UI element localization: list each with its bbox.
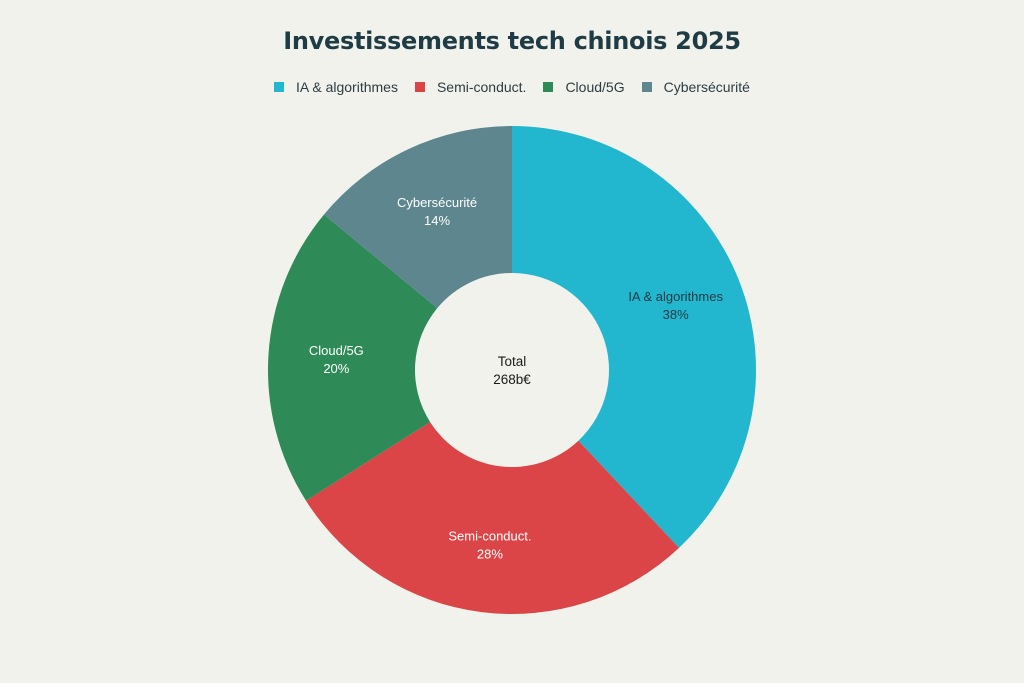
slice-label-semiconductors: Semi-conduct. [448, 529, 531, 544]
legend-item-semiconductors: Semi-conduct. [414, 79, 527, 95]
legend-swatch-ia [274, 82, 285, 92]
donut-slices [267, 125, 756, 614]
legend-item-cloud: Cloud/5G [543, 79, 625, 95]
slice-value-semiconductors: 28% [477, 547, 503, 562]
slice-value-ia: 38% [663, 307, 689, 322]
center-total-value: 268b€ [493, 372, 531, 387]
chart-legend: IA & algorithmes Semi-conduct. Cloud/5G … [0, 79, 1024, 95]
slice-cloud [267, 214, 438, 501]
donut-slice-labels: IA & algorithmes 38% Semi-conduct. 28% Cloud… [309, 195, 724, 562]
legend-item-cybersecurity: Cybersécurité [641, 79, 750, 95]
slice-ia [512, 126, 756, 548]
slice-label-cloud: Cloud/5G [309, 343, 364, 358]
legend-label-semiconductors: Semi-conduct. [436, 79, 527, 95]
center-total-label: Total [498, 354, 527, 369]
slice-value-cloud: 20% [323, 361, 349, 376]
legend-label-ia: IA & algorithmes [296, 79, 398, 95]
slice-semiconductors [305, 421, 680, 614]
legend-swatch-cloud [543, 82, 554, 92]
legend-item-ia: IA & algorithmes [274, 79, 398, 95]
chart-title: Investissements tech chinois 2025 [283, 27, 741, 55]
legend-label-cloud: Cloud/5G [565, 79, 625, 95]
slice-label-cybersecurity: Cybersécurité [397, 195, 477, 210]
legend-swatch-cybersecurity [641, 82, 652, 92]
slice-cybersecurity [323, 125, 512, 309]
slice-label-ia: IA & algorithmes [628, 289, 723, 304]
slice-value-cybersecurity: 14% [424, 213, 450, 228]
legend-swatch-semiconductors [414, 82, 425, 92]
legend-label-cybersecurity: Cybersécurité [663, 79, 750, 95]
